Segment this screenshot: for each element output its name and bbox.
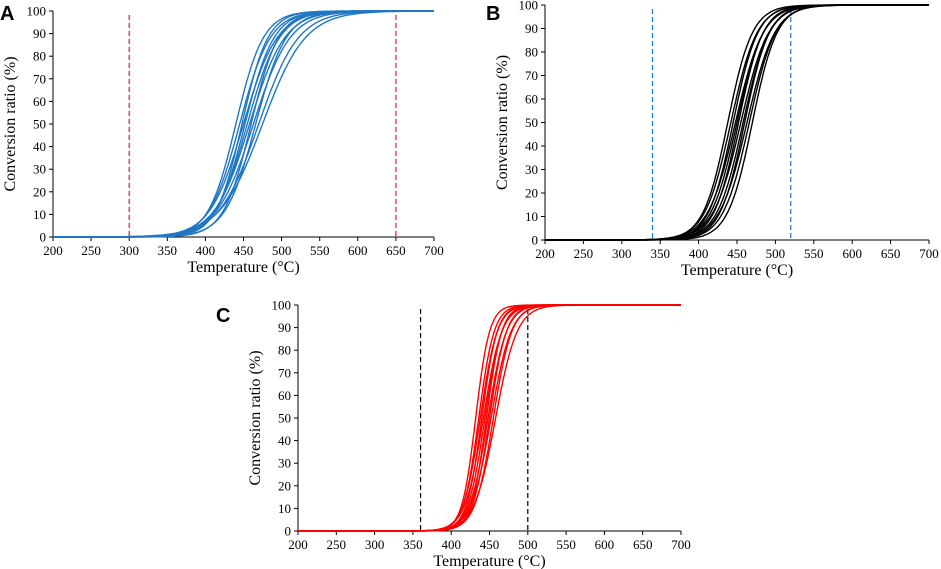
y-tick-label-b: 70 <box>525 68 538 83</box>
y-tick-label-a: 70 <box>33 71 46 86</box>
x-tick-label-a: 650 <box>386 243 406 258</box>
x-tick-label-c: 400 <box>441 537 461 552</box>
y-tick-label-c: 50 <box>278 411 291 426</box>
x-tick-label-a: 600 <box>348 243 368 258</box>
x-tick-label-c: 450 <box>480 537 500 552</box>
x-tick-label-b: 300 <box>612 246 632 261</box>
y-tick-label-a: 60 <box>33 94 46 109</box>
y-tick-label-c: 90 <box>278 320 291 335</box>
x-tick-label-c: 650 <box>633 537 653 552</box>
x-tick-label-c: 200 <box>288 537 308 552</box>
y-tick-label-b: 10 <box>525 209 538 224</box>
x-tick-label-b: 700 <box>919 246 939 261</box>
x-axis-title-b: Temperature (°C) <box>681 262 793 279</box>
x-tick-label-a: 400 <box>196 243 216 258</box>
y-tick-label-b: 60 <box>525 92 538 107</box>
panel-label-b: B <box>486 3 500 25</box>
x-axis-title-a: Temperature (°C) <box>187 259 299 276</box>
series-line-c-curve-12 <box>298 304 681 532</box>
y-tick-label-a: 50 <box>33 117 46 132</box>
y-tick-label-c: 30 <box>278 456 291 471</box>
y-tick-label-c: 0 <box>285 524 292 539</box>
x-tick-label-b: 500 <box>766 246 786 261</box>
x-tick-label-c: 600 <box>595 537 615 552</box>
y-axis-title-b: Conversion ratio (%) <box>494 55 511 190</box>
y-tick-label-b: 80 <box>525 45 538 60</box>
x-tick-label-b: 400 <box>689 246 709 261</box>
y-tick-label-c: 60 <box>278 388 291 403</box>
y-tick-label-a: 10 <box>33 207 46 222</box>
x-tick-label-a: 500 <box>272 243 292 258</box>
x-tick-label-b: 550 <box>804 246 824 261</box>
y-tick-label-b: 100 <box>519 0 539 13</box>
panel-b: B 200 250 300 350 400 450 500 550 600 650 700 0 10 20… <box>486 0 939 279</box>
x-tick-label-b: 200 <box>535 246 555 261</box>
y-tick-label-a: 100 <box>27 4 47 19</box>
y-tick-label-c: 70 <box>278 365 291 380</box>
y-tick-label-c: 100 <box>272 298 292 313</box>
x-tick-label-b: 650 <box>881 246 901 261</box>
panel-c: C 200 250 300 350 400 450 500 550 600 650 700 0 10 20… <box>216 298 691 569</box>
x-tick-label-a: 700 <box>424 243 444 258</box>
x-tick-label-a: 200 <box>43 243 63 258</box>
y-axis-title-c: Conversion ratio (%) <box>247 350 264 485</box>
series-line-a-curve-4 <box>53 10 434 238</box>
y-tick-label-a: 90 <box>33 26 46 41</box>
x-tick-label-a: 300 <box>119 243 139 258</box>
y-tick-label-a: 0 <box>40 230 47 245</box>
series-line-b-curve-12 <box>545 4 929 241</box>
y-tick-label-a: 80 <box>33 49 46 64</box>
y-tick-label-b: 90 <box>525 21 538 36</box>
y-axis-title-a: Conversion ratio (%) <box>2 56 19 191</box>
x-axis-title-c: Temperature (°C) <box>433 553 545 569</box>
series-line-c-curve-9 <box>298 304 681 532</box>
x-tick-label-c: 300 <box>365 537 385 552</box>
x-tick-label-c: 500 <box>518 537 538 552</box>
y-tick-label-b: 40 <box>525 139 538 154</box>
y-tick-label-a: 40 <box>33 139 46 154</box>
x-tick-label-a: 250 <box>81 243 101 258</box>
y-tick-label-c: 10 <box>278 501 291 516</box>
y-tick-label-a: 20 <box>33 184 46 199</box>
series-line-a-curve-12 <box>53 10 434 238</box>
y-tick-label-b: 0 <box>532 233 539 248</box>
series-line-b-curve-5 <box>545 4 929 241</box>
x-tick-label-c: 550 <box>556 537 576 552</box>
y-tick-label-a: 30 <box>33 162 46 177</box>
x-tick-label-b: 600 <box>842 246 862 261</box>
panel-label-c: C <box>216 305 230 327</box>
x-tick-label-a: 350 <box>158 243 178 258</box>
y-tick-label-c: 40 <box>278 433 291 448</box>
x-tick-label-c: 350 <box>403 537 423 552</box>
y-tick-label-b: 30 <box>525 162 538 177</box>
y-tick-label-c: 80 <box>278 343 291 358</box>
panel-a: A 200 250 300 350 400 450 500 550 600 650 700 0 10 20… <box>0 3 444 276</box>
y-tick-label-c: 20 <box>278 478 291 493</box>
x-tick-label-a: 550 <box>310 243 330 258</box>
x-tick-label-c: 700 <box>671 537 691 552</box>
x-tick-label-b: 250 <box>574 246 594 261</box>
x-tick-label-a: 450 <box>234 243 254 258</box>
y-tick-label-b: 50 <box>525 115 538 130</box>
x-tick-label-b: 450 <box>727 246 747 261</box>
panel-label-a: A <box>0 3 14 25</box>
x-tick-label-b: 350 <box>650 246 670 261</box>
x-tick-label-c: 250 <box>327 537 347 552</box>
y-tick-label-b: 20 <box>525 186 538 201</box>
